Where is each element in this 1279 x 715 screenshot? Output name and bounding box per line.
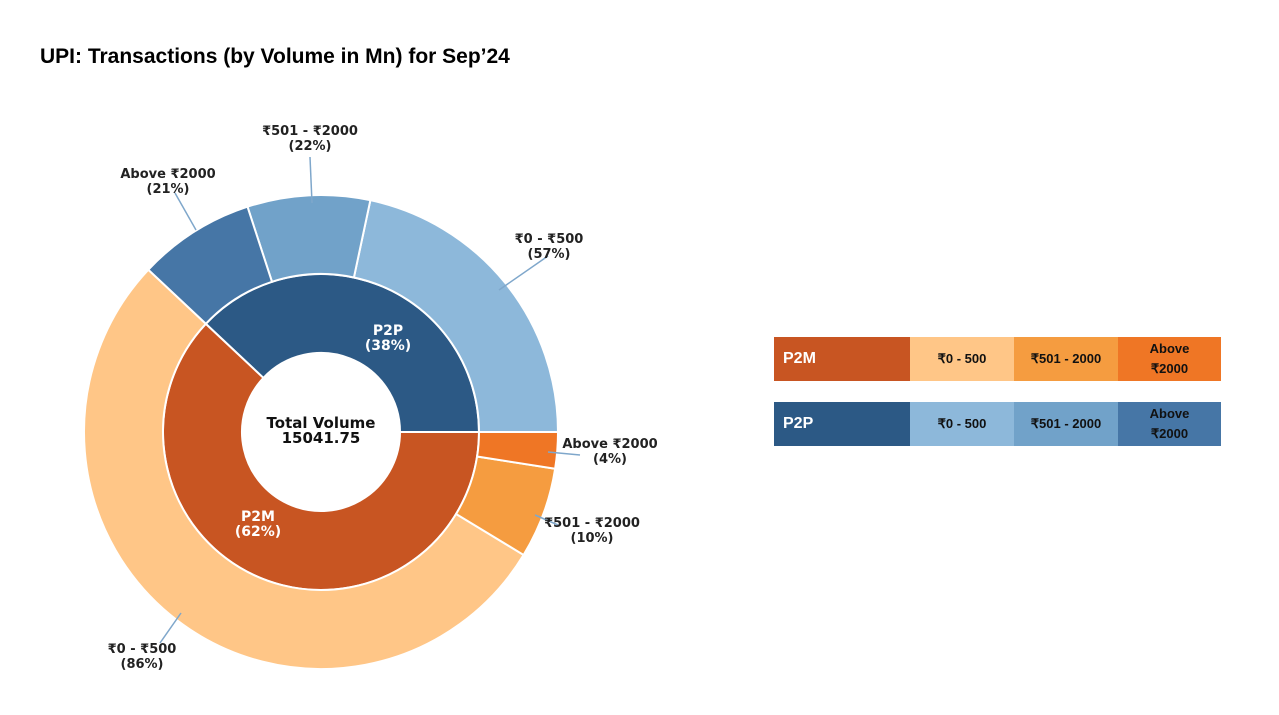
legend-p2p-above-2000: Above ₹2000	[1118, 402, 1221, 446]
outer-label-p2m-0-500: ₹0 - ₹500 (86%)	[108, 642, 177, 672]
leader-line-p2m-above-2000	[547, 451, 581, 456]
outer-slice-p2m-above-2000	[475, 431, 560, 470]
outer-slice-p2p-0-500	[352, 199, 560, 433]
legend-p2m-501-2000: ₹501 - 2000	[1014, 337, 1118, 381]
legend-p2p-0-500: ₹0 - 500	[910, 402, 1014, 446]
legend-head-p2p: P2P	[774, 402, 910, 446]
legend-row-p2p: P2P ₹0 - 500 ₹501 - 2000 Above ₹2000	[774, 402, 1221, 446]
outer-slice-p2m-0-500	[83, 268, 525, 670]
legend-p2m-above-2000: Above ₹2000	[1118, 337, 1221, 381]
nested-donut-chart: ₹0 - ₹500 (57%) ₹501 - ₹2000 (22%) Above ₹20…	[83, 124, 658, 672]
outer-label-p2p-above-2000: Above ₹2000 (21%)	[120, 167, 215, 197]
inner-label-p2m: P2M (62%)	[235, 509, 281, 540]
inner-label-p2p: P2P (38%)	[365, 323, 411, 354]
legend-head-p2m: P2M	[774, 337, 910, 381]
legend-p2p-501-2000: ₹501 - 2000	[1014, 402, 1118, 446]
leader-line-p2p-above-2000	[174, 192, 197, 231]
leader-line-p2p-501-2000	[309, 156, 313, 204]
legend-row-p2m: P2M ₹0 - 500 ₹501 - 2000 Above ₹2000	[774, 337, 1221, 381]
center-total-label: Total Volume 15041.75	[267, 414, 376, 447]
outer-label-p2m-above-2000: Above ₹2000 (4%)	[562, 437, 657, 467]
leader-line-p2p-0-500	[498, 255, 549, 291]
chart-title: UPI: Transactions (by Volume in Mn) for …	[40, 45, 510, 68]
outer-label-p2m-501-2000: ₹501 - ₹2000 (10%)	[544, 516, 640, 546]
leader-line-p2m-501-2000	[534, 514, 559, 526]
outer-label-p2p-0-500: ₹0 - ₹500 (57%)	[515, 232, 584, 262]
outer-label-p2p-501-2000: ₹501 - ₹2000 (22%)	[262, 124, 358, 154]
leader-line-p2m-0-500	[159, 612, 182, 644]
legend-p2m-0-500: ₹0 - 500	[910, 337, 1014, 381]
